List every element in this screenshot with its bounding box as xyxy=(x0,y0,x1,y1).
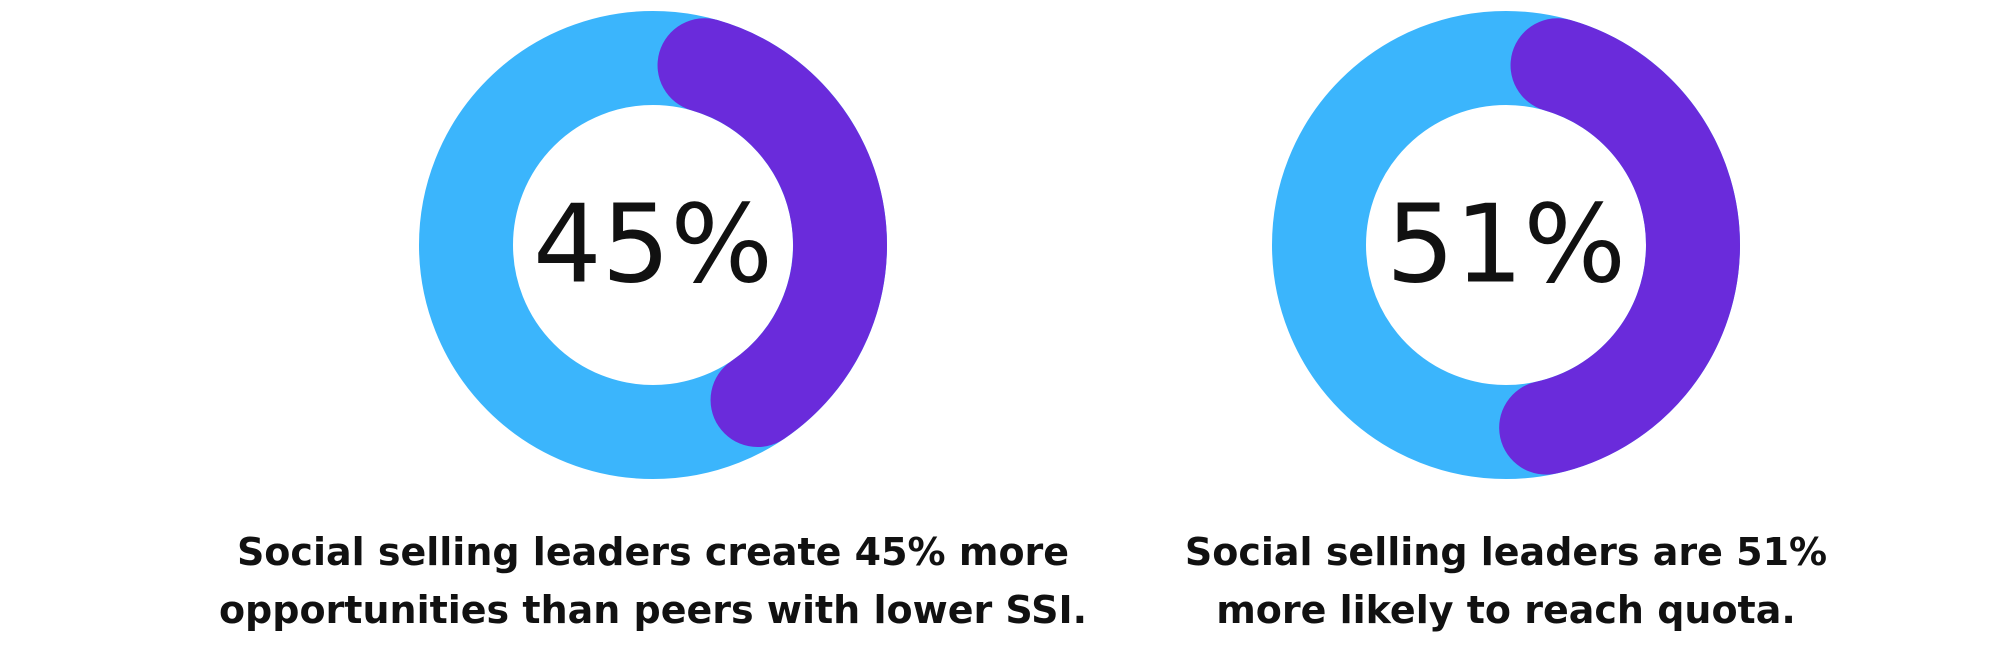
chart-caption: Social selling leaders create 45% more o… xyxy=(203,523,1103,639)
donut-chart-panel-1: 45% Social selling leaders create 45% mo… xyxy=(203,0,1103,667)
donut-chart-panel-2: 51% Social selling leaders are 51% more … xyxy=(1056,0,1956,667)
caption-line-2: more likely to reach quota. xyxy=(1216,588,1796,632)
center-percentage: 51% xyxy=(1386,183,1626,308)
caption-line-1: Social selling leaders are 51% xyxy=(1184,530,1828,574)
chart-caption: Social selling leaders are 51% more like… xyxy=(1056,523,1956,639)
donut-chart-1: 45% xyxy=(419,11,887,479)
donut-value-arc xyxy=(1499,18,1740,475)
donut-chart-2: 51% xyxy=(1272,11,1740,479)
caption-line-1: Social selling leaders create 45% more xyxy=(236,530,1070,574)
caption-line-2: opportunities than peers with lower SSI. xyxy=(218,588,1088,632)
donut-value-arc xyxy=(657,18,887,448)
center-percentage: 45% xyxy=(533,183,773,308)
